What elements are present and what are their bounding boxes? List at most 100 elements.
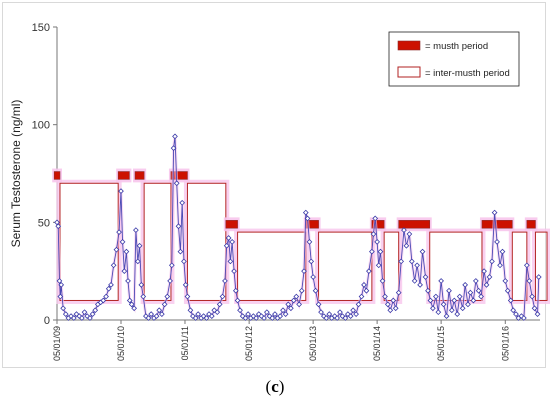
data-point bbox=[187, 307, 194, 314]
data-point bbox=[175, 223, 182, 230]
data-point bbox=[113, 246, 120, 253]
data-point bbox=[158, 311, 165, 318]
data-point bbox=[245, 311, 251, 318]
data-point bbox=[73, 311, 80, 318]
musth-bar bbox=[170, 171, 188, 180]
data-point bbox=[222, 278, 228, 284]
data-point bbox=[81, 309, 88, 316]
data-point bbox=[443, 313, 450, 319]
data-point bbox=[456, 293, 463, 300]
x-tick-label: 05/01/13 bbox=[308, 326, 318, 361]
data-point bbox=[382, 293, 388, 300]
data-point bbox=[277, 313, 284, 319]
data-point bbox=[119, 239, 126, 245]
inter-musth-box bbox=[318, 231, 373, 301]
data-point bbox=[408, 258, 415, 265]
musth-bar bbox=[134, 171, 145, 180]
data-point bbox=[347, 313, 354, 319]
data-point bbox=[208, 313, 215, 319]
data-point bbox=[302, 209, 309, 216]
data-point bbox=[234, 297, 241, 304]
inter-musth-box bbox=[59, 182, 119, 301]
legend-inter-swatch bbox=[397, 66, 421, 78]
data-point bbox=[128, 301, 135, 308]
data-point bbox=[62, 311, 69, 318]
data-point bbox=[355, 301, 362, 308]
y-tick-label: 150 bbox=[32, 22, 50, 34]
data-point bbox=[261, 315, 267, 321]
data-point bbox=[123, 248, 130, 255]
data-point bbox=[403, 242, 410, 249]
data-point bbox=[156, 307, 163, 314]
inter-musth-halo bbox=[315, 228, 376, 304]
data-point bbox=[422, 274, 429, 280]
data-point bbox=[301, 268, 307, 275]
x-tick-label: 05/01/15 bbox=[436, 326, 446, 361]
testosterone-chart: 0 50 100 150 05/01/09 05/01/10 05/01/11 05/01/1… bbox=[9, 22, 550, 361]
data-point bbox=[153, 313, 160, 319]
inter-musth-box bbox=[383, 231, 400, 301]
data-point bbox=[499, 248, 506, 255]
data-point bbox=[369, 248, 375, 255]
data-point bbox=[272, 311, 278, 318]
data-point bbox=[70, 315, 77, 321]
data-point bbox=[523, 262, 530, 269]
data-point bbox=[121, 268, 128, 275]
data-point bbox=[398, 258, 405, 265]
data-point bbox=[432, 293, 439, 300]
data-point bbox=[219, 293, 226, 300]
data-point bbox=[534, 311, 541, 318]
data-point bbox=[334, 315, 341, 321]
data-point bbox=[384, 301, 391, 308]
data-point bbox=[344, 311, 351, 318]
data-point bbox=[358, 293, 365, 300]
inter-musth-halo bbox=[183, 179, 230, 304]
data-point bbox=[56, 278, 63, 284]
data-point bbox=[414, 262, 420, 269]
data-point bbox=[288, 305, 294, 312]
data-point bbox=[280, 307, 286, 314]
data-point bbox=[419, 248, 426, 255]
legend-musth-label: = musth period bbox=[425, 41, 488, 52]
data-point bbox=[133, 227, 139, 234]
data-point bbox=[483, 281, 490, 288]
data-point bbox=[253, 315, 260, 321]
data-point bbox=[237, 307, 243, 314]
data-point bbox=[372, 215, 379, 222]
panel-label-close: ) bbox=[278, 377, 285, 396]
x-tick-label: 05/01/11 bbox=[180, 326, 190, 360]
data-point bbox=[395, 289, 402, 296]
data-point bbox=[290, 297, 297, 304]
x-tick-label: 05/01/12 bbox=[244, 326, 254, 361]
data-point bbox=[55, 223, 62, 230]
data-point bbox=[478, 293, 484, 300]
data-point bbox=[323, 315, 330, 321]
data-point bbox=[182, 281, 189, 288]
data-point bbox=[192, 315, 199, 321]
data-point bbox=[200, 313, 207, 319]
data-point bbox=[353, 311, 359, 318]
panel-label: (c) bbox=[0, 377, 550, 397]
data-point bbox=[438, 278, 444, 284]
data-point bbox=[255, 311, 262, 318]
data-point bbox=[125, 278, 131, 284]
data-point bbox=[179, 199, 186, 206]
data-point bbox=[526, 278, 533, 284]
data-point bbox=[89, 311, 96, 318]
data-point bbox=[310, 274, 317, 280]
data-point bbox=[285, 301, 292, 308]
data-point bbox=[529, 293, 535, 300]
data-point bbox=[293, 293, 300, 300]
legend-musth-swatch bbox=[397, 40, 421, 51]
data-point bbox=[318, 309, 324, 316]
data-point bbox=[126, 297, 133, 304]
legend: = musth period = inter-musth period bbox=[388, 31, 520, 87]
data-point bbox=[105, 285, 112, 292]
data-point bbox=[430, 305, 436, 312]
x-tick-label: 05/01/16 bbox=[500, 326, 510, 361]
data-point bbox=[489, 258, 495, 265]
inter-musth-box bbox=[237, 231, 307, 301]
data-point bbox=[177, 248, 184, 255]
data-point bbox=[406, 231, 413, 237]
musth-bar bbox=[371, 220, 385, 229]
